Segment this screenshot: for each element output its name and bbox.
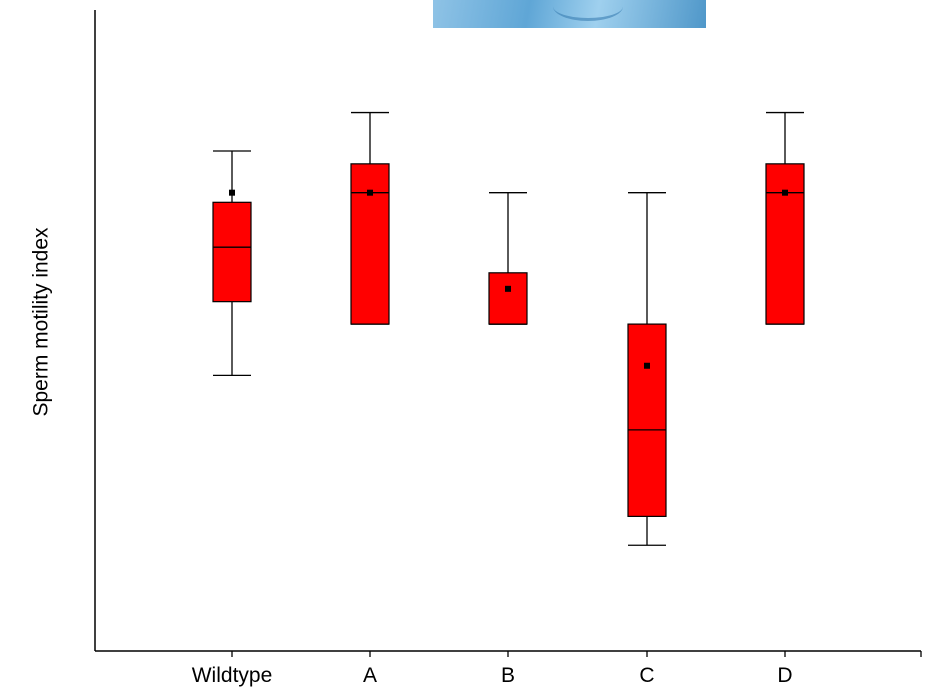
x-tick-label-b: B	[501, 664, 515, 687]
iqr-box-b	[488, 272, 528, 325]
box-wildtype	[212, 150, 252, 377]
iqr-box-c	[627, 323, 667, 517]
decorative-photo-strip	[433, 0, 706, 28]
box-b	[488, 192, 528, 325]
y-axis-label: Sperm motility index	[30, 227, 53, 417]
box-group	[212, 111, 805, 546]
x-tick-label-a: A	[363, 664, 377, 687]
mean-marker-wildtype	[229, 189, 235, 196]
x-tick-label-c: C	[639, 664, 654, 687]
x-tick-group: Wildtype A B C D	[192, 651, 922, 687]
mean-marker-c	[644, 362, 650, 369]
iqr-box-a	[350, 163, 390, 325]
iqr-box-d	[765, 163, 805, 325]
box-d	[765, 111, 805, 325]
box-c	[627, 192, 667, 546]
mean-marker-b	[505, 285, 511, 292]
mean-marker-a	[367, 189, 373, 196]
mean-marker-d	[782, 189, 788, 196]
x-tick-label-d: D	[777, 664, 792, 687]
box-a	[350, 111, 390, 325]
iqr-box-wildtype	[212, 201, 252, 303]
x-tick-label-wildtype: Wildtype	[192, 664, 273, 687]
